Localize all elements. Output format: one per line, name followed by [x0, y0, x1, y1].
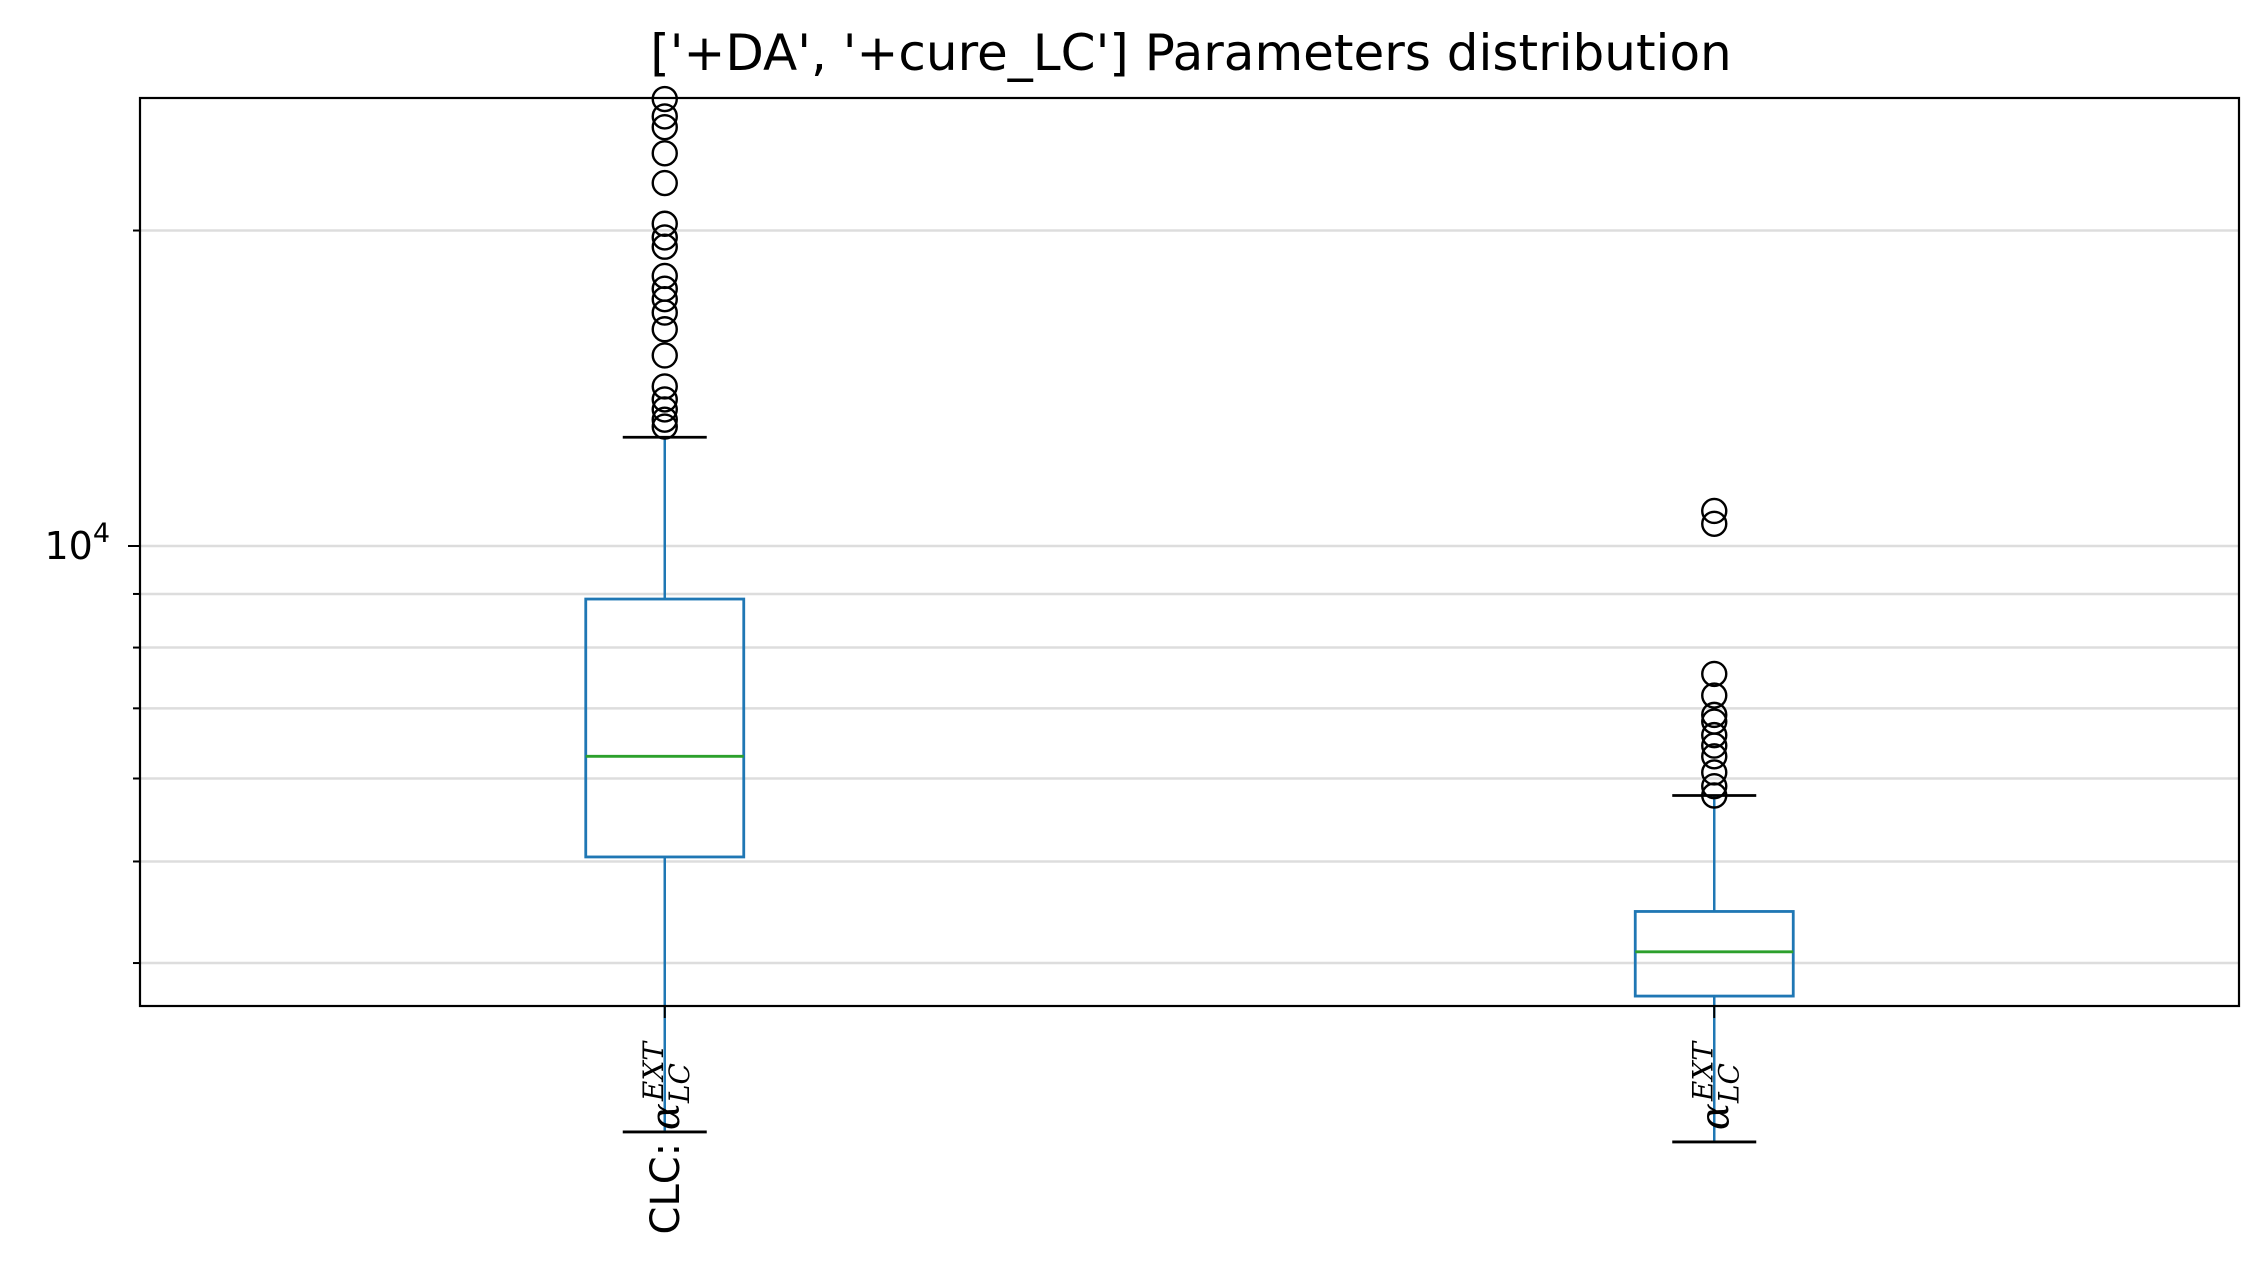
box-2: [1633, 497, 1795, 1144]
y-axis-ticks: 104: [44, 229, 140, 965]
outlier-point: [1701, 660, 1728, 688]
outlier-point: [651, 113, 678, 141]
iqr-box: [584, 597, 746, 859]
outlier-point: [651, 103, 678, 130]
iqr-box: [1633, 910, 1795, 998]
category-subscript: LC: [1712, 1063, 1745, 1104]
outlier-point: [1701, 759, 1728, 786]
outlier-point: [1701, 510, 1728, 537]
y-tick-label-base: 10: [44, 524, 92, 568]
chart-title: ['+DA', '+cure_LC'] Parameters distribut…: [650, 24, 1731, 82]
box-1: [584, 85, 746, 1134]
outlier-point: [1701, 721, 1728, 749]
category-subscript: LC: [663, 1063, 696, 1104]
grid-lines: [140, 229, 2239, 965]
outlier-point: [651, 316, 678, 343]
outlier-point: [651, 210, 678, 237]
y-tick-label: 104: [44, 518, 110, 568]
outlier-point: [1701, 701, 1728, 729]
outlier-point: [651, 275, 678, 302]
outlier-point: [1701, 708, 1728, 735]
outlier-point: [651, 373, 678, 400]
boxes: [584, 85, 1795, 1144]
outlier-point: [1701, 743, 1728, 770]
category-symbol: α: [643, 1103, 689, 1130]
outlier-point: [651, 224, 678, 251]
outlier-point: [651, 413, 678, 440]
x-category-label: αLCEXT: [1686, 1040, 1745, 1130]
category-symbol: α: [1692, 1103, 1738, 1130]
outlier-point: [651, 140, 678, 167]
outlier-point: [651, 169, 678, 197]
outlier-point: [651, 262, 678, 290]
outlier-point: [651, 342, 678, 369]
outlier-point: [1701, 497, 1728, 525]
outlier-point: [651, 406, 678, 433]
category-superscript: EXT: [1686, 1040, 1719, 1102]
outlier-point: [1701, 682, 1728, 709]
x-category-label: CLC: αLCEXT: [637, 1040, 696, 1235]
plot-area-frame: [138, 96, 2241, 1008]
y-tick-label-exponent: 4: [93, 518, 110, 549]
outlier-point: [651, 386, 678, 413]
category-prefix: CLC:: [643, 1130, 689, 1234]
outlier-point: [1701, 772, 1728, 800]
category-superscript: EXT: [637, 1040, 670, 1102]
